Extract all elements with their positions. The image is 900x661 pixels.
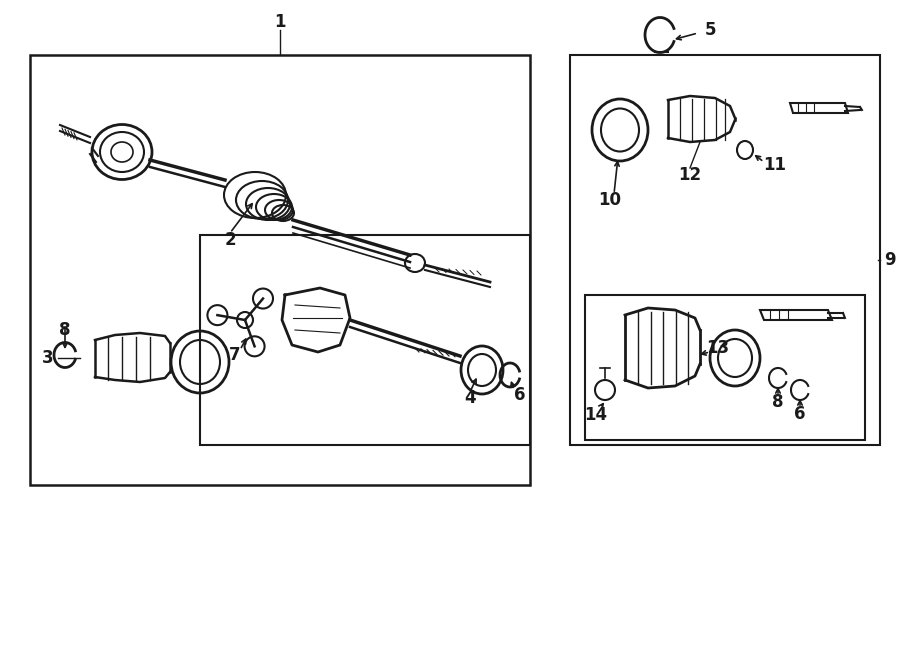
Text: 13: 13 xyxy=(706,339,730,357)
Text: 7: 7 xyxy=(230,346,241,364)
Bar xyxy=(585,295,865,440)
Text: 6: 6 xyxy=(794,405,806,423)
Text: 4: 4 xyxy=(464,389,476,407)
Text: 12: 12 xyxy=(679,166,702,184)
Text: 6: 6 xyxy=(514,386,526,404)
Bar xyxy=(570,55,880,445)
Text: 5: 5 xyxy=(704,21,716,39)
Bar xyxy=(30,55,530,485)
Text: 11: 11 xyxy=(763,156,787,174)
Text: 8: 8 xyxy=(772,393,784,411)
Text: 3: 3 xyxy=(42,349,54,367)
Text: 2: 2 xyxy=(224,231,236,249)
Text: 8: 8 xyxy=(59,321,71,339)
Text: 10: 10 xyxy=(598,191,622,209)
Text: 1: 1 xyxy=(274,13,286,31)
Bar xyxy=(200,235,530,445)
Text: 9: 9 xyxy=(884,251,896,269)
Text: 14: 14 xyxy=(584,406,608,424)
